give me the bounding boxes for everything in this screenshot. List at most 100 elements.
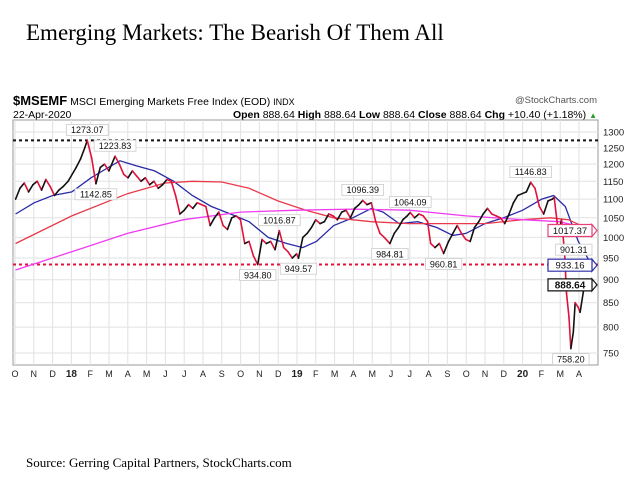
x-tick-label: D bbox=[275, 369, 282, 379]
open-value: 888.64 bbox=[262, 109, 295, 121]
annotation-box bbox=[552, 353, 590, 366]
price-segment bbox=[310, 218, 317, 229]
price-segment bbox=[429, 242, 436, 249]
price-segment bbox=[58, 185, 64, 191]
price-segment bbox=[469, 226, 476, 243]
price-segment bbox=[95, 166, 102, 185]
annotation-label: 758.20 bbox=[557, 354, 585, 364]
price-segment bbox=[314, 218, 321, 225]
brand-watermark: @StockCharts.com bbox=[515, 95, 597, 106]
price-segment bbox=[75, 158, 82, 169]
price-segment bbox=[27, 183, 34, 193]
x-tick-label: S bbox=[219, 369, 225, 379]
y-tick-label: 900 bbox=[603, 275, 619, 286]
price-segment bbox=[218, 211, 224, 227]
price-segment bbox=[62, 180, 69, 188]
price-segment bbox=[86, 139, 93, 159]
price-segment bbox=[256, 238, 263, 266]
x-tick-label: J bbox=[408, 369, 413, 379]
x-tick-label: O bbox=[463, 369, 470, 379]
x-tick-label: O bbox=[11, 369, 18, 379]
price-segment bbox=[460, 232, 467, 241]
y-tick-label: 800 bbox=[603, 323, 619, 334]
price-segment bbox=[99, 163, 106, 169]
y-tick-label: 950 bbox=[603, 254, 619, 265]
price-segment bbox=[323, 213, 330, 223]
annotation-box bbox=[239, 269, 277, 281]
last-value-label: 888.64 bbox=[555, 280, 586, 291]
close-label: Close bbox=[418, 109, 447, 121]
price-segment bbox=[23, 182, 30, 193]
price-segment bbox=[486, 207, 493, 215]
price-segment bbox=[135, 175, 142, 183]
x-tick-label: 20 bbox=[517, 369, 529, 380]
annotation-box bbox=[509, 165, 553, 178]
y-tick-label: 1100 bbox=[603, 195, 623, 206]
price-segment bbox=[209, 217, 216, 227]
chart-date: 22-Apr-2020 bbox=[13, 109, 72, 121]
close-value: 888.64 bbox=[449, 109, 482, 121]
price-line bbox=[14, 139, 593, 350]
high-value: 888.64 bbox=[324, 109, 357, 121]
price-segment bbox=[332, 215, 339, 221]
x-tick-label: M bbox=[143, 369, 151, 379]
price-segment bbox=[374, 220, 381, 235]
annotation-label: 1223.83 bbox=[99, 141, 132, 151]
price-segment bbox=[353, 203, 360, 210]
change-label: Chg bbox=[484, 109, 505, 121]
y-tick-label: 1150 bbox=[603, 177, 623, 188]
price-segment bbox=[482, 207, 489, 215]
price-segment bbox=[157, 183, 164, 190]
last-value-label: 933.16 bbox=[555, 261, 584, 272]
last-value-tag bbox=[547, 257, 598, 273]
price-segment bbox=[568, 316, 572, 350]
price-segment bbox=[222, 224, 229, 231]
y-tick-label: 1250 bbox=[603, 143, 624, 154]
high-label: High bbox=[297, 109, 322, 121]
price-segment bbox=[447, 232, 454, 243]
symbol: $MSEMF bbox=[13, 93, 68, 108]
price-segment bbox=[278, 229, 285, 249]
price-segment bbox=[239, 218, 246, 245]
last-value-tag bbox=[547, 277, 598, 293]
price-segment bbox=[205, 205, 211, 227]
price-segment bbox=[379, 232, 386, 239]
price-segment bbox=[402, 215, 408, 221]
annotation-label: 949.57 bbox=[285, 264, 313, 274]
price-segment bbox=[226, 217, 233, 231]
x-tick-label: M bbox=[368, 369, 376, 379]
price-segment bbox=[53, 189, 60, 197]
moving-average-ma_short bbox=[15, 160, 593, 266]
price-segment bbox=[442, 240, 450, 255]
price-segment bbox=[287, 250, 294, 259]
price-segment bbox=[383, 236, 391, 245]
source-note: Source: Gerring Capital Partners, StockC… bbox=[26, 455, 292, 470]
exchange: INDX bbox=[273, 97, 295, 107]
y-tick-label: 1000 bbox=[603, 233, 624, 244]
price-segment bbox=[90, 156, 97, 185]
annotation-label: 1146.83 bbox=[515, 167, 547, 177]
price-segment bbox=[32, 180, 39, 186]
price-segment bbox=[452, 224, 459, 235]
last-value-label: 1017.37 bbox=[553, 226, 587, 237]
price-segment bbox=[345, 209, 352, 219]
plot-area bbox=[12, 119, 599, 366]
price-segment bbox=[122, 173, 129, 179]
page-title: Emerging Markets: The Bearish Of Them Al… bbox=[26, 20, 444, 45]
price-segment bbox=[512, 194, 519, 204]
price-segment bbox=[140, 176, 147, 183]
chart-symbol-line: $MSEMF MSCI Emerging Markets Free Index … bbox=[13, 93, 295, 110]
price-segment bbox=[274, 229, 281, 251]
annotation-box bbox=[555, 243, 593, 256]
annotation-box bbox=[388, 196, 432, 208]
price-segment bbox=[397, 218, 404, 229]
price-segment bbox=[269, 240, 276, 251]
price-segment bbox=[361, 199, 368, 206]
price-segment bbox=[153, 180, 160, 190]
annotation-label: 1142.85 bbox=[80, 190, 112, 200]
price-segment bbox=[297, 236, 304, 260]
annotation-label: 1096.39 bbox=[346, 185, 379, 195]
price-segment bbox=[413, 213, 420, 219]
price-segment bbox=[572, 301, 576, 333]
